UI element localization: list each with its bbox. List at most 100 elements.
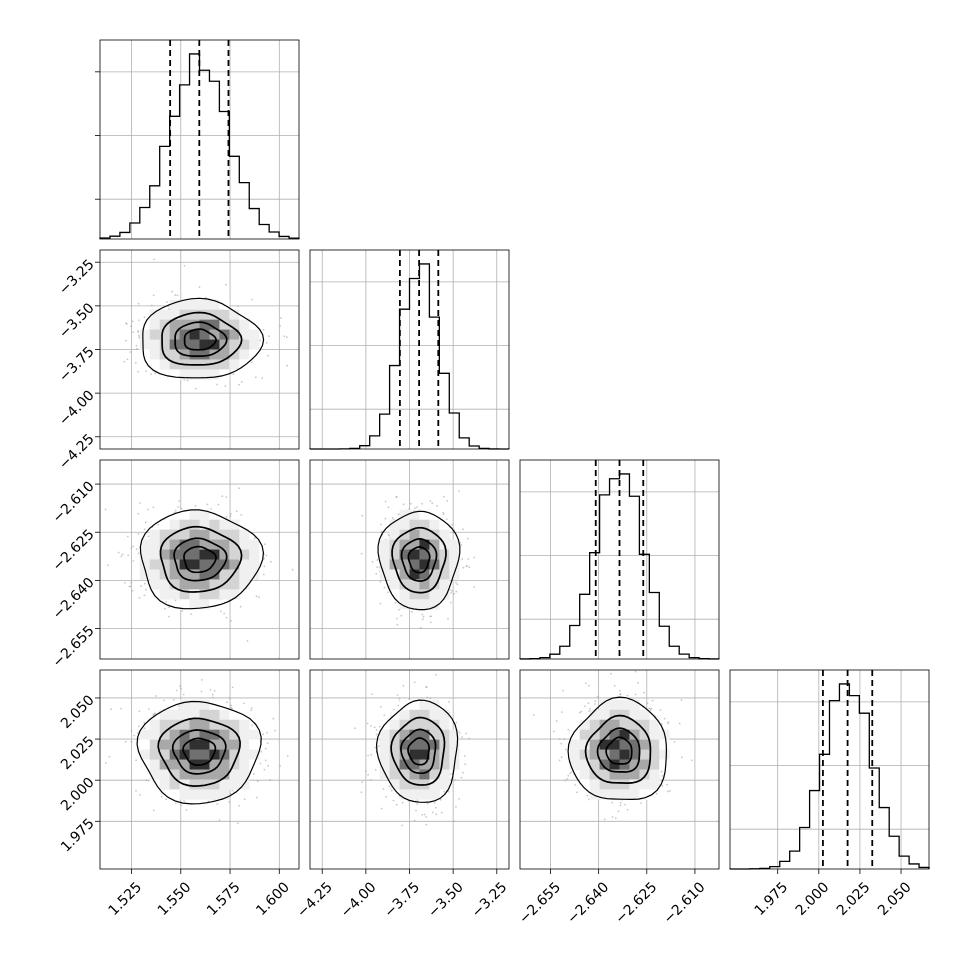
density-cell [399,699,410,711]
density-cell [199,559,210,570]
density-cell [199,519,210,530]
density-cell [139,329,151,340]
density-cell [579,779,590,790]
density-cell [189,739,200,750]
sample-point [423,813,426,816]
density-cell [189,299,200,310]
sample-point [121,553,124,556]
density-cell [199,309,210,320]
sample-point [152,506,155,509]
sample-point [243,702,246,705]
sample-point [166,301,168,303]
density-cell [429,519,440,530]
sample-point [637,681,639,684]
density-cell [399,549,410,560]
sample-point [180,507,183,510]
density-cell [229,559,240,570]
sample-point [397,704,400,707]
sample-point [165,798,168,800]
density-cell [649,759,660,770]
sample-point [135,759,138,762]
sample-point [210,508,212,510]
density-cell [209,359,220,370]
sample-point [562,689,564,692]
sample-point [209,688,212,691]
density-cell [209,589,220,600]
density-cell [209,769,220,780]
sample-point [464,763,467,766]
sample-point [143,594,146,597]
scatter-panel-2-1 [99,249,300,450]
density-cell [239,309,250,320]
sample-point [446,500,448,502]
x-tick-label: −3.50 [425,879,467,921]
density-cell [179,559,190,570]
y-tick-label: −3.50 [56,300,98,342]
density-cell [219,569,230,580]
y-tick-label: −2.655 [50,623,98,671]
density-cell [219,739,230,750]
sample-point [224,385,227,388]
sample-point [585,682,587,685]
sample-point [387,506,390,509]
density-cell [209,789,220,800]
contour-line [605,736,633,765]
density-cell [139,339,151,350]
sample-point [643,664,645,666]
sample-point [135,789,137,792]
sample-point [232,373,235,376]
density-cell [149,559,160,570]
sample-point [450,666,452,668]
sample-point [135,344,138,347]
density-cell [209,759,220,770]
density-cell [179,719,190,730]
density-cell [179,599,190,610]
density-cell [419,709,430,721]
sample-point [238,804,240,807]
sample-point [666,722,669,725]
sample-point [137,533,140,535]
sample-point [110,708,112,711]
density-cell [589,739,600,750]
density-cell [169,569,180,580]
sample-point [370,778,372,781]
sample-point [588,798,590,801]
sample-point [380,523,382,526]
density-cell [429,759,440,770]
sample-point [617,810,620,813]
density-cell [649,719,660,730]
sample-point [588,684,590,687]
sample-point [569,772,571,775]
density-cell [239,339,250,350]
density-cell [399,579,410,590]
density-cell [379,769,390,780]
sample-point [383,714,386,717]
density-cell [229,589,240,600]
x-tick-label: 2.050 [875,879,915,919]
density-cell [229,749,240,760]
density-cell [649,729,660,740]
sample-point [246,640,249,642]
sample-point [532,714,535,716]
sample-point [130,581,133,584]
sample-point [228,800,231,803]
density-cell [199,729,210,740]
density-layer [532,664,693,821]
sample-point [453,820,455,823]
density-cell [629,749,640,760]
sample-point [240,514,243,516]
density-cell [239,539,250,550]
sample-point [431,502,434,505]
density-cell [569,749,580,760]
sample-point [415,809,417,812]
sample-point [183,800,186,802]
sample-point [127,554,130,557]
sample-point [177,506,180,508]
density-cell [179,769,190,780]
density-cell [439,579,450,590]
density-cell [429,589,440,600]
density-cell [399,509,410,520]
sample-point [154,695,157,697]
density-cell [199,299,210,310]
